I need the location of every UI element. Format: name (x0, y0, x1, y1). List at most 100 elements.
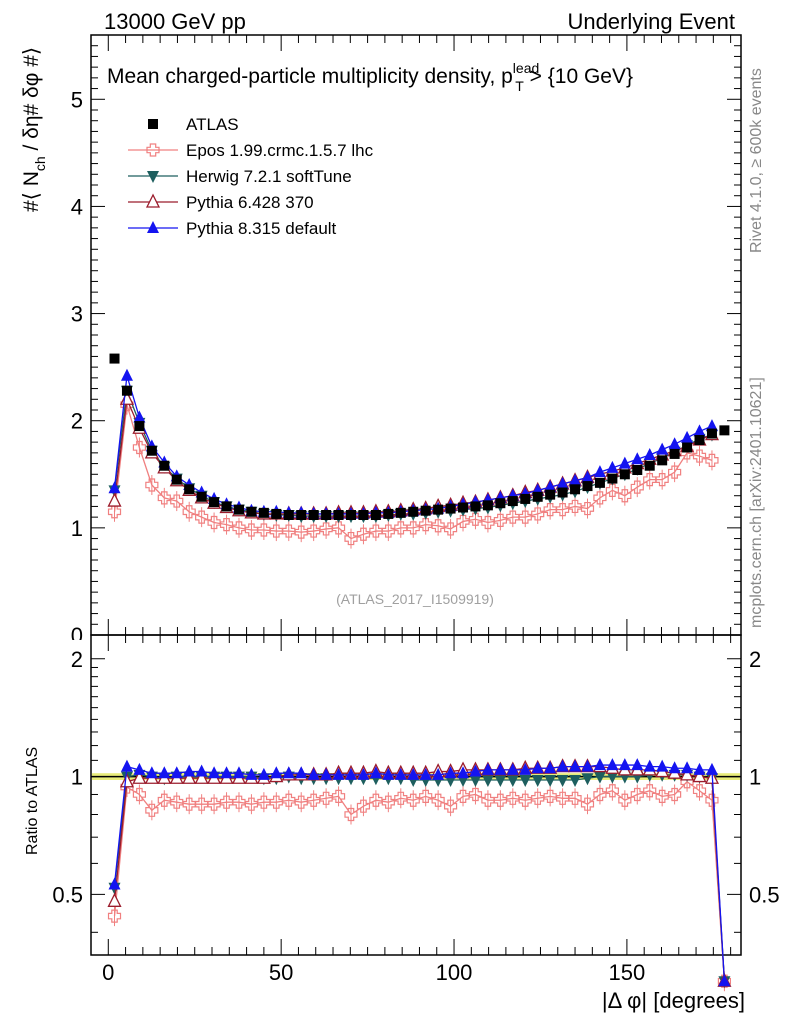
data-point: Herwig 7.2.1 softTune: (106.2, 0.98) (469, 774, 482, 787)
data-point: Herwig 7.2.1 softTune: (135, 0.98) (569, 774, 582, 787)
data-point: Pythia 8.315 default: (91.8, 1.01) (419, 767, 432, 780)
data-point: Pythia 8.315 default: (138.6, 1.47) (581, 470, 594, 483)
data-point: ATLAS: (117, 1.25) (507, 496, 518, 507)
data-point: Pythia 8.315 default: (178.2, 0.3) (718, 974, 731, 987)
data-point: Pythia 8.315 default: (77.4, 1.02) (369, 766, 382, 779)
legend-item: Epos 1.99.crmc.1.5.7 lhc (128, 141, 374, 160)
data-point: Epos 1.99.crmc.1.5.7 lhc: (52.2, 0.87) (282, 793, 296, 807)
data-point: ATLAS: (9, 1.95) (134, 421, 145, 432)
data-point: Pythia 8.315 default: (23.4, 1.03) (183, 764, 196, 777)
data-point: Pythia 8.315 default: (156.6, 1.06) (643, 759, 656, 772)
legend-item: ATLAS (148, 115, 239, 134)
legend-item: Herwig 7.2.1 softTune (128, 167, 352, 186)
data-point: Epos 1.99.crmc.1.5.7 lhc: (127.8, 0.89) (543, 789, 557, 803)
ratio-xtick-label: 100 (436, 960, 473, 985)
data-point: Epos 1.99.crmc.1.5.7 lhc: (34.2, 1.03) (219, 518, 234, 532)
data-point: ATLAS: (16.2, 1.58) (159, 460, 170, 471)
data-point: Pythia 8.315 default: (1.8, 1.37) (108, 481, 121, 494)
data-point: Epos 1.99.crmc.1.5.7 lhc: (153, 1.38) (630, 480, 644, 494)
data-point: ATLAS: (41.4, 1.15) (246, 506, 257, 517)
data-point: Herwig 7.2.1 softTune: (120.6, 0.98) (519, 774, 532, 787)
data-point: Epos 1.99.crmc.1.5.7 lhc: (81, 0.97) (381, 524, 395, 538)
data-point: Epos 1.99.crmc.1.5.7 lhc: (12.6, 0.82) (145, 803, 159, 817)
data-point: Pythia 8.315 default: (109.8, 1.04) (481, 762, 494, 775)
data-point: Herwig 7.2.1 softTune: (124.2, 0.98) (531, 774, 544, 787)
data-point: Herwig 7.2.1 softTune: (142.2, 1) (593, 771, 606, 784)
data-point: Pythia 8.315 default: (66.6, 1.01) (332, 767, 345, 780)
data-point: Epos 1.99.crmc.1.5.7 lhc: (19.8, 1.25) (170, 494, 184, 508)
data-point: Epos 1.99.crmc.1.5.7 lhc: (45, 0.98) (257, 523, 271, 537)
main-title: Mean charged-particle multiplicity densi… (107, 60, 633, 94)
data-point: Epos 1.99.crmc.1.5.7 lhc: (131.4, 0.88) (555, 791, 570, 805)
data-point: ATLAS: (174.6, 1.88) (706, 428, 717, 439)
data-point: ATLAS: (30.6, 1.24) (209, 497, 220, 508)
data-point: Epos 1.99.crmc.1.5.7 lhc: (73.8, 0.84) (356, 799, 371, 813)
data-point: Pythia 8.315 default: (135, 1.06) (569, 759, 582, 772)
data-point: Pythia 8.315 default: (120.6, 1.04) (519, 762, 532, 775)
data-point: Epos 1.99.crmc.1.5.7 lhc: (63, 0.88) (319, 791, 333, 805)
data-point: Epos 1.99.crmc.1.5.7 lhc: (102.6, 0.89) (456, 789, 470, 803)
data-point: Epos 1.99.crmc.1.5.7 lhc: (16.2, 1.28) (157, 491, 171, 505)
data-point: Pythia 8.315 default: (113.4, 1.04) (494, 762, 507, 775)
header-right: Underlying Event (567, 9, 735, 34)
data-point: Pythia 6.428 370: (171, 1) (692, 768, 707, 783)
data-point: Epos 1.99.crmc.1.5.7 lhc: (48.6, 0.97) (269, 524, 283, 538)
analysis-watermark: (ATLAS_2017_I1509919) (336, 591, 494, 607)
data-point: Herwig 7.2.1 softTune: (109.8, 0.98) (481, 774, 494, 787)
data-point: Epos 1.99.crmc.1.5.7 lhc: (34.2, 0.86) (219, 795, 234, 809)
legend-marker (148, 119, 158, 129)
data-point: Pythia 8.315 default: (149.4, 1.6) (618, 456, 631, 469)
data-point: Pythia 8.315 default: (45, 1.01) (257, 767, 270, 780)
data-point: Pythia 8.315 default: (5.4, 1.06) (120, 759, 133, 772)
data-point: Pythia 8.315 default: (9, 2.03) (133, 410, 146, 423)
data-point: Epos 1.99.crmc.1.5.7 lhc: (102.6, 1.06) (456, 514, 470, 529)
data-point: ATLAS: (27, 1.29) (196, 491, 207, 502)
data-point: Pythia 8.315 default: (73.8, 1.01) (357, 767, 370, 780)
data-point: ATLAS: (127.8, 1.31) (545, 489, 556, 500)
data-point: Epos 1.99.crmc.1.5.7 lhc: (160.2, 0.89) (655, 789, 669, 803)
ratio-ytick-label-right: 2 (749, 647, 761, 672)
legend-label: Epos 1.99.crmc.1.5.7 lhc (186, 141, 374, 160)
data-point: Pythia 8.315 default: (41.4, 1.01) (245, 767, 258, 780)
data-point: ATLAS: (55.8, 1.12) (296, 510, 307, 520)
data-point: ATLAS: (156.6, 1.58) (644, 460, 655, 471)
data-point: Epos 1.99.crmc.1.5.7 lhc: (88.2, 0.87) (406, 793, 420, 807)
data-point: Epos 1.99.crmc.1.5.7 lhc: (95.4, 0.87) (431, 793, 445, 807)
data-point: Epos 1.99.crmc.1.5.7 lhc: (91.8, 1.03) (419, 518, 433, 532)
data-point: Epos 1.99.crmc.1.5.7 lhc: (138.6, 0.85) (580, 797, 595, 811)
data-point: Pythia 8.315 default: (34.2, 1.02) (220, 766, 233, 779)
mcplots-label: mcplots.cern.ch [arXiv:2401.10621] (748, 377, 765, 628)
data-point: Epos 1.99.crmc.1.5.7 lhc: (66.6, 0.89) (331, 789, 346, 803)
data-point: ATLAS: (178.2, 1.91) (719, 425, 730, 436)
data-point: Pythia 6.428 370: (1.8, 1.25) (107, 492, 122, 507)
data-point: Epos 1.99.crmc.1.5.7 lhc: (156.6, 0.92) (643, 784, 657, 798)
data-point: ATLAS: (131.4, 1.33) (557, 487, 568, 498)
ratio-ylabel: Ratio to ATLAS (24, 747, 41, 855)
data-point: ATLAS: (91.8, 1.16) (420, 505, 431, 516)
data-point: Epos 1.99.crmc.1.5.7 lhc: (12.6, 1.4) (145, 478, 159, 492)
data-point: Epos 1.99.crmc.1.5.7 lhc: (124.2, 0.88) (531, 791, 545, 805)
main-ytick-label: 5 (71, 87, 83, 112)
ratio-panel: 0.5 0.5 1 1 2 2 0 50 100 150 Epos 1.99.crmc.1.5.7… (24, 634, 780, 1013)
main-ytick-label: 0 (71, 623, 83, 648)
ratio-series-epos-1-99-crmc-1-5-7-lhc: Epos 1.99.crmc.1.5.7 lhc: (1.8, 0.44) Epo… (107, 771, 732, 992)
data-point: Epos 1.99.crmc.1.5.7 lhc: (138.6, 1.18) (580, 501, 595, 516)
data-point: Pythia 8.315 default: (70.2, 1.01) (345, 767, 357, 780)
ratio-xlabel: |Δ φ| [degrees] (602, 988, 745, 1013)
main-ytick-label: 4 (71, 194, 83, 219)
data-point: Epos 1.99.crmc.1.5.7 lhc: (16.2, 0.87) (157, 793, 171, 807)
main-panel: 1 2 3 4 5 0 Mean charged-particle multiplicit… (20, 34, 742, 648)
data-point: Epos 1.99.crmc.1.5.7 lhc: (88.2, 1) (406, 521, 420, 535)
data-point: Epos 1.99.crmc.1.5.7 lhc: (23.4, 0.85) (182, 797, 196, 811)
legend-label: Pythia 8.315 default (186, 219, 337, 238)
data-point: ATLAS: (88.2, 1.15) (408, 506, 419, 517)
data-point: Pythia 8.315 default: (48.6, 1.02) (270, 766, 283, 779)
data-point: Epos 1.99.crmc.1.5.7 lhc: (163.8, 1.52) (668, 465, 682, 479)
data-point: Pythia 8.315 default: (135, 1.44) (569, 473, 582, 486)
data-point: Pythia 8.315 default: (153, 1.07) (631, 758, 644, 771)
data-point: ATLAS: (113.4, 1.23) (495, 498, 506, 509)
data-point: Epos 1.99.crmc.1.5.7 lhc: (156.6, 1.45) (643, 473, 657, 487)
data-point: Pythia 6.428 370: (9, 0.99) (132, 769, 147, 784)
data-point: Pythia 8.315 default: (63, 1.01) (320, 767, 333, 780)
data-point: Pythia 6.428 370: (23.4, 0.99) (182, 769, 197, 784)
